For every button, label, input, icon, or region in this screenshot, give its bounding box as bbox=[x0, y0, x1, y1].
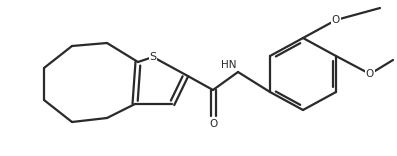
Text: O: O bbox=[366, 69, 374, 79]
Text: O: O bbox=[332, 15, 340, 25]
Text: O: O bbox=[209, 119, 217, 129]
Text: HN: HN bbox=[220, 60, 236, 70]
Text: S: S bbox=[149, 52, 156, 62]
